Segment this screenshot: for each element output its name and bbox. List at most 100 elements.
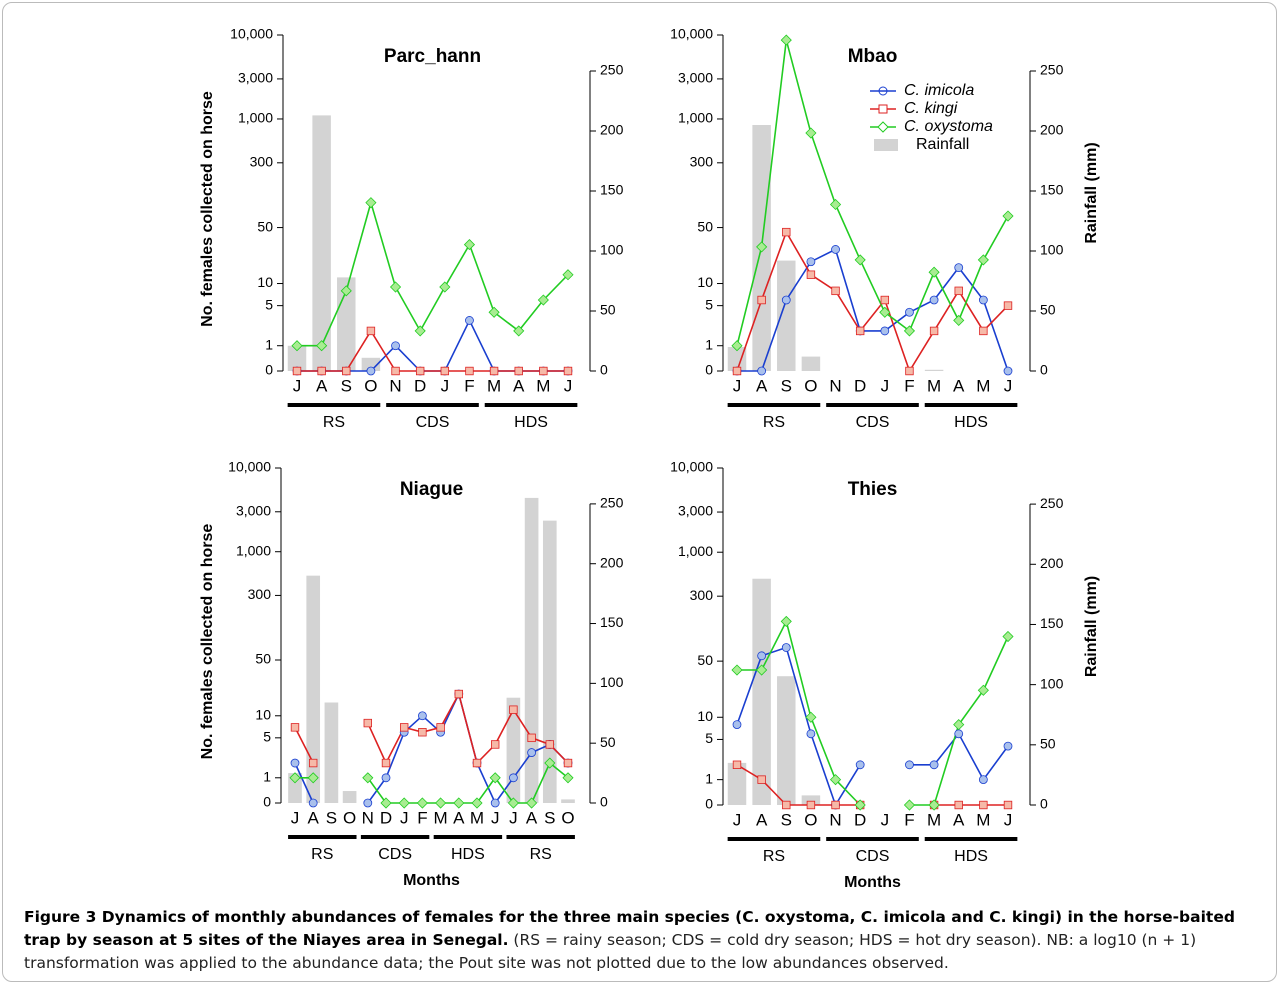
- marker: [389, 281, 402, 293]
- y2-tick-label: 0: [600, 362, 608, 378]
- y2-tick-label: 100: [600, 242, 624, 258]
- y2-tick-label: 200: [600, 554, 624, 570]
- y-tick-label: 50: [697, 652, 713, 668]
- marker: [391, 366, 400, 376]
- marker: [366, 326, 376, 336]
- x-tick-label: A: [453, 808, 465, 827]
- marker: [905, 307, 914, 317]
- x-tick-label: M: [434, 808, 448, 827]
- x-tick-label: M: [927, 376, 941, 395]
- marker: [954, 286, 963, 296]
- marker: [291, 340, 303, 352]
- x-tick-label: M: [927, 810, 941, 829]
- x-tick-label: J: [491, 808, 500, 827]
- x-tick-label: O: [804, 810, 817, 829]
- marker: [756, 664, 768, 676]
- marker: [829, 198, 842, 211]
- rainfall-bar: [777, 676, 796, 805]
- x-tick-label: J: [733, 376, 742, 395]
- marker: [903, 799, 916, 811]
- series-line: [736, 39, 1009, 346]
- marker: [806, 270, 816, 279]
- y2-tick-label: 0: [600, 794, 608, 810]
- y-tick-label: 1,000: [678, 110, 713, 126]
- marker: [781, 643, 791, 652]
- marker: [415, 366, 425, 376]
- legend-marker: [878, 104, 888, 114]
- rainfall-bar: [777, 260, 796, 371]
- caption-text: (RS = rainy season; CDS = cold dry seaso…: [24, 931, 1197, 972]
- x-tick-label: S: [544, 808, 555, 827]
- x-tick-label: N: [389, 376, 401, 395]
- y-tick-label: 300: [690, 587, 714, 603]
- marker: [781, 295, 791, 305]
- rainfall-bar: [306, 575, 321, 803]
- y-tick-label: 1,000: [238, 110, 273, 126]
- rainfall-bar: [312, 115, 331, 372]
- y-tick-label: 3,000: [238, 70, 273, 86]
- marker: [805, 127, 817, 139]
- marker: [417, 711, 427, 721]
- rainfall-bar: [801, 795, 821, 805]
- y2-tick-label: 0: [1040, 796, 1048, 812]
- marker: [439, 281, 451, 293]
- y2-tick-label: 150: [1040, 182, 1064, 198]
- marker: [757, 366, 767, 376]
- y-tick-label: 300: [248, 586, 272, 602]
- marker: [979, 326, 988, 336]
- marker: [1003, 800, 1013, 810]
- legend-swatch: [874, 139, 898, 151]
- marker: [436, 723, 445, 732]
- y-tick-label: 10: [257, 274, 273, 290]
- marker: [780, 34, 792, 46]
- marker: [880, 295, 890, 305]
- y2-tick-label: 150: [1040, 615, 1064, 631]
- marker: [562, 269, 574, 281]
- marker: [398, 797, 410, 809]
- marker: [905, 760, 914, 770]
- y-tick-label: 10: [697, 708, 713, 724]
- marker: [514, 366, 523, 376]
- x-tick-label: S: [781, 376, 792, 395]
- season-label: RS: [763, 848, 785, 865]
- marker: [903, 325, 916, 337]
- y-tick-label: 0: [265, 362, 273, 378]
- y2-tick-label: 0: [1040, 362, 1048, 378]
- marker: [563, 758, 573, 768]
- season-label: RS: [311, 846, 333, 863]
- rainfall-bar: [561, 799, 575, 803]
- series-line: [297, 199, 569, 347]
- marker: [929, 760, 939, 770]
- y2-tick-label: 150: [600, 182, 624, 198]
- marker: [780, 615, 792, 627]
- panel-title: Niague: [400, 479, 463, 500]
- marker: [526, 797, 538, 809]
- marker: [399, 723, 409, 732]
- marker: [732, 720, 742, 730]
- marker: [954, 800, 963, 810]
- y2-tick-label: 150: [600, 614, 624, 630]
- marker: [1003, 741, 1013, 751]
- marker: [953, 719, 965, 731]
- rainfall-bar: [542, 520, 557, 803]
- y-tick-label: 5: [265, 296, 273, 312]
- x-tick-label: S: [341, 376, 352, 395]
- marker: [880, 326, 890, 336]
- legend-marker: [877, 121, 889, 133]
- y2-tick-label: 200: [1040, 122, 1064, 138]
- x-tick-label: A: [953, 810, 965, 829]
- marker: [954, 263, 964, 273]
- rainfall-bar: [342, 791, 357, 803]
- x-tick-label: F: [904, 376, 914, 395]
- marker: [513, 325, 525, 337]
- marker: [490, 798, 500, 808]
- y-tick-label: 3,000: [678, 70, 713, 86]
- marker: [465, 316, 474, 325]
- x-tick-label: N: [362, 808, 374, 827]
- marker: [929, 326, 939, 336]
- season-label: HDS: [451, 846, 485, 863]
- rainfall-bar: [752, 578, 771, 805]
- x-tick-label: S: [781, 810, 792, 829]
- marker: [366, 366, 376, 376]
- rainfall-bar: [361, 357, 381, 371]
